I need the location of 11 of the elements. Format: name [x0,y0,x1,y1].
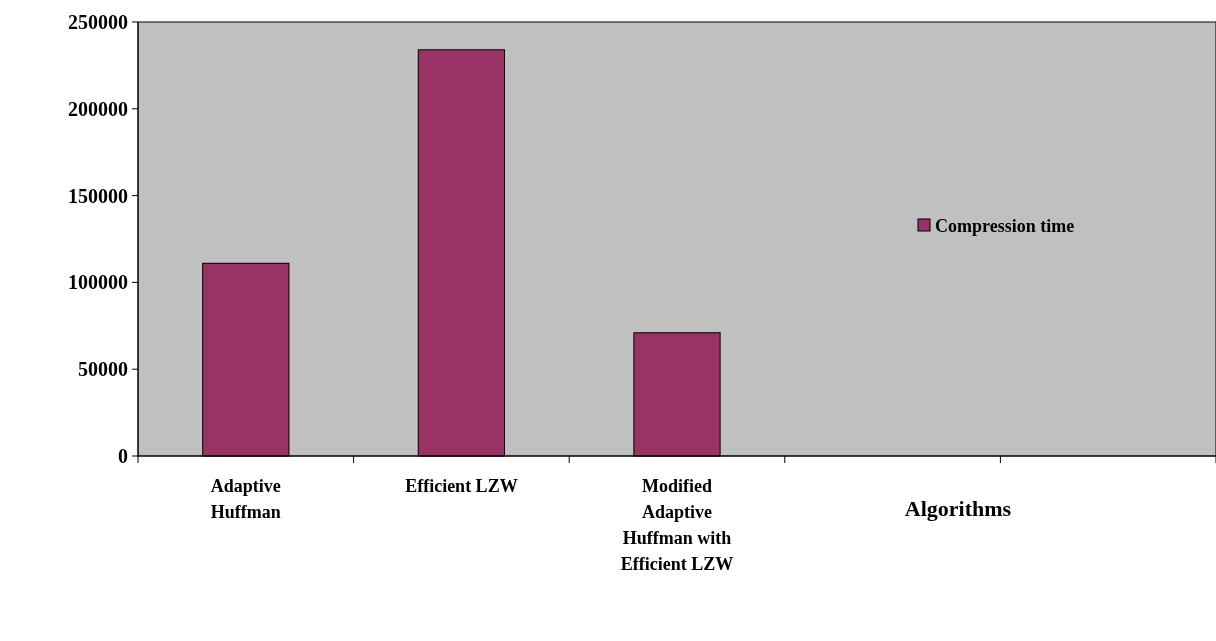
y-tick-label: 50000 [78,358,128,381]
x-tick-label: Modified Adaptive Huffman with Efficient LZW [620,476,734,574]
y-tick-label: 250000 [68,11,128,33]
legend-label: Compression time [935,216,1075,237]
x-tick-label: Adaptive Huffman [210,476,281,522]
x-tick-label: Efficient LZW [405,476,518,496]
y-tick-label: 150000 [68,184,128,207]
y-tick-label: 200000 [68,97,128,120]
y-tick-label: 0 [118,445,128,467]
x-axis-title: Algorithms [904,496,1012,521]
y-tick-label: 100000 [68,271,128,294]
